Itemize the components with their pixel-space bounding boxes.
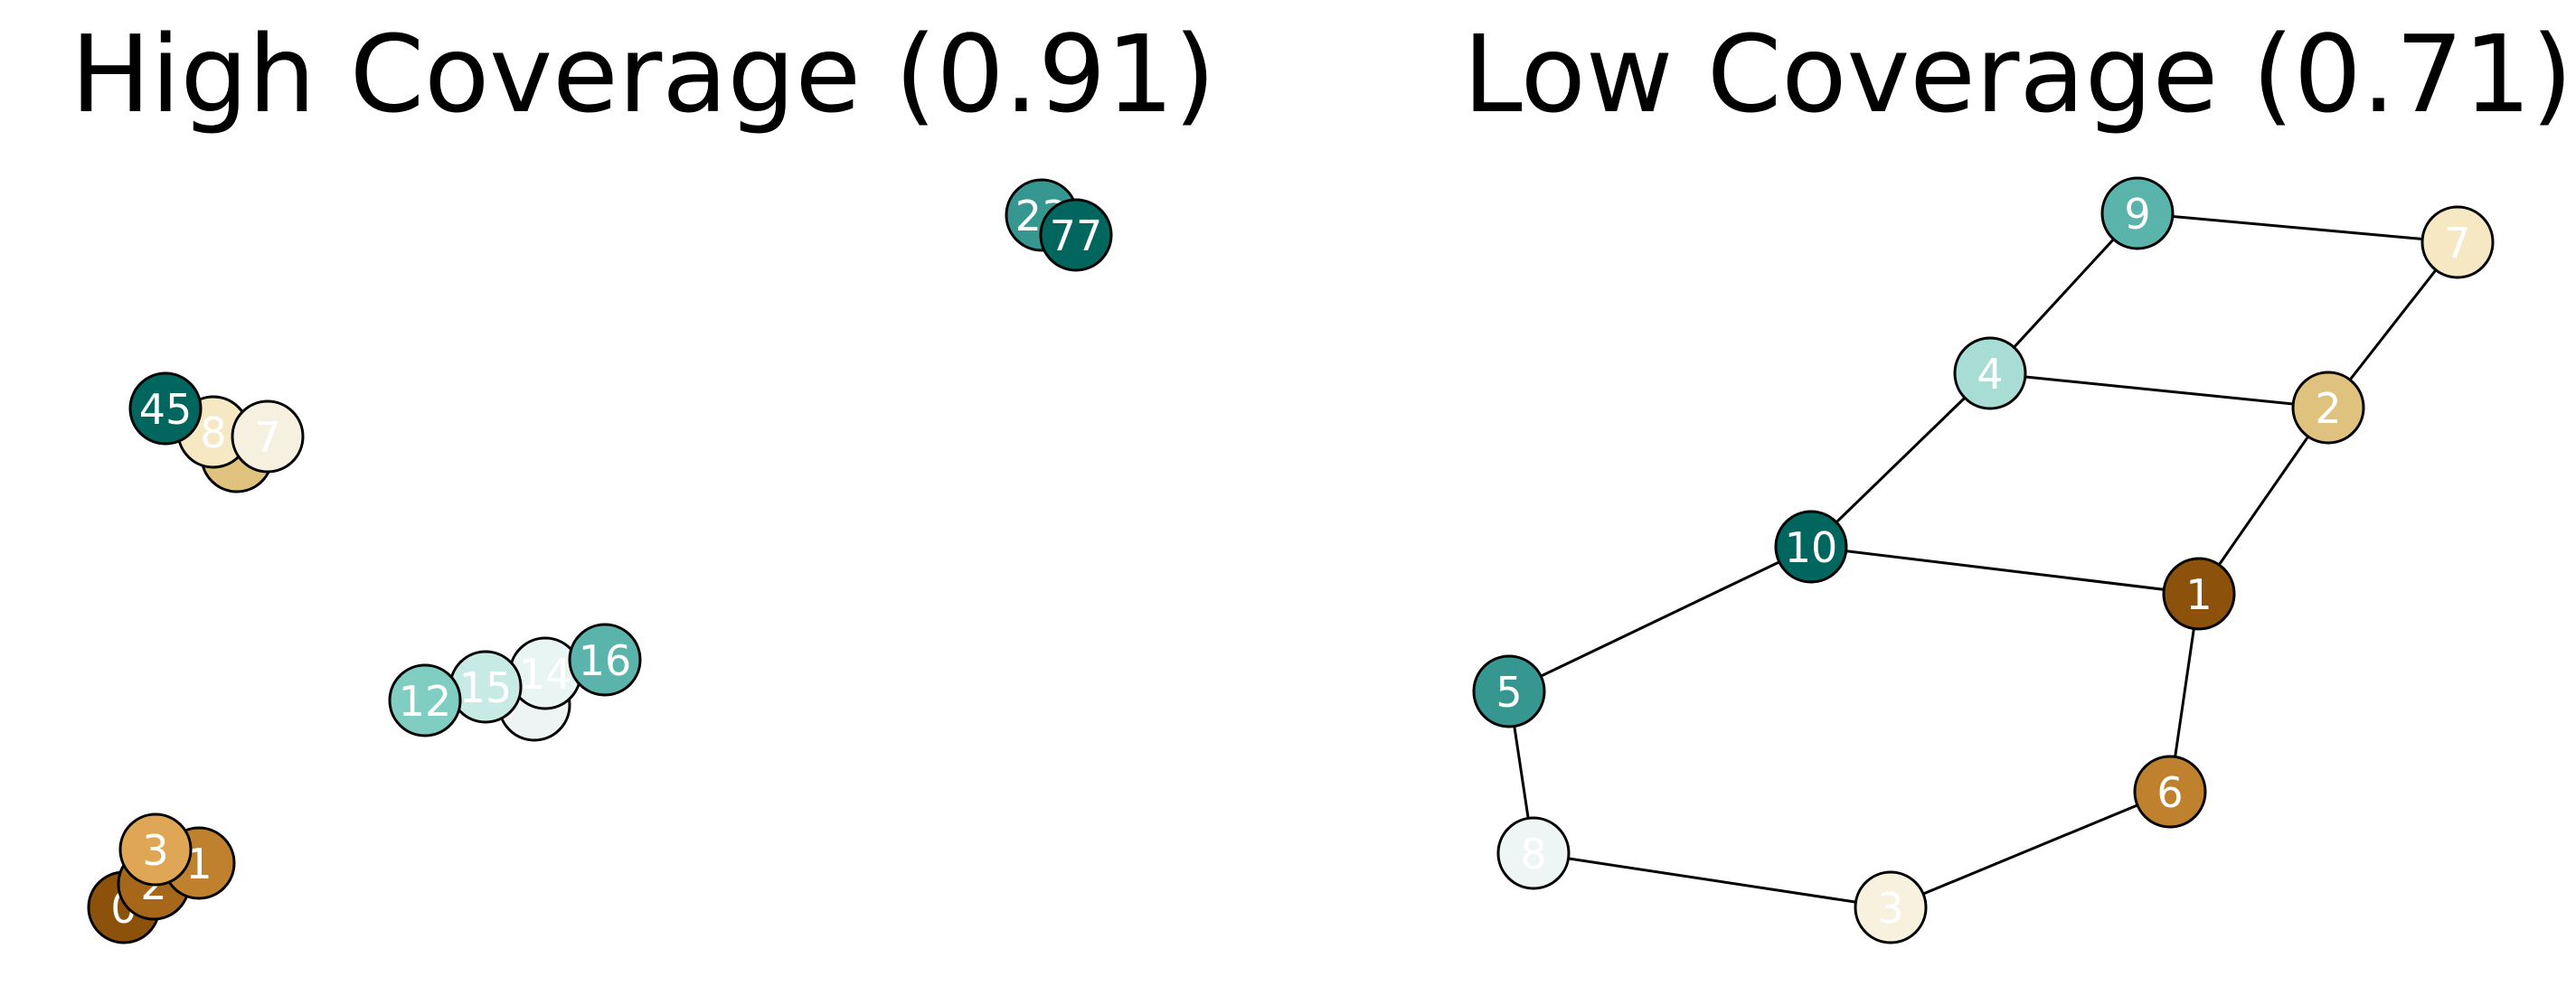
graph-node: 2	[2291, 371, 2365, 445]
node-circle	[128, 371, 203, 446]
node-label: 16	[579, 636, 632, 685]
node-label: 8	[1520, 830, 1546, 878]
graph-node: 9	[2100, 176, 2175, 250]
graph-edge	[1533, 851, 1892, 909]
node-circle	[2291, 371, 2365, 445]
graph-node: 8	[1496, 816, 1571, 890]
node-label: 12	[399, 677, 452, 726]
graph-edge	[2137, 211, 2458, 244]
node-circle	[118, 812, 193, 887]
node-label: 3	[142, 826, 168, 875]
panel-title-low-coverage: Low Coverage (0.71)	[1463, 12, 2573, 136]
node-label: 3	[1877, 884, 1903, 933]
low-coverage-graph: 9 7 4 2 10 1 5 6 8 3	[1472, 176, 2495, 944]
graph-node: 3	[118, 812, 193, 887]
node-circle	[388, 663, 462, 737]
node-circle	[1953, 336, 2027, 410]
node-label: 8	[200, 409, 226, 457]
graph-node: 77	[1039, 198, 1113, 272]
panel-title-high-coverage: High Coverage (0.91)	[71, 12, 1216, 136]
graph-node: 5	[1472, 654, 1546, 728]
node-circle	[231, 399, 305, 474]
node-circle	[2100, 176, 2175, 250]
graph-node: 14	[508, 636, 582, 710]
node-label: 6	[2156, 768, 2183, 817]
graph-node: 15	[448, 650, 523, 724]
graph-node: 3	[1854, 870, 1928, 944]
node-label: 77	[1050, 211, 1103, 260]
graph-edge	[1810, 545, 2200, 596]
node-label: 5	[1496, 668, 1522, 717]
graph-node: 12	[388, 663, 462, 737]
node-circle	[568, 623, 642, 697]
node-circle	[2420, 205, 2495, 279]
high-coverage-graph: 23778745141615120213	[87, 178, 1113, 944]
graph-node: 4	[1953, 336, 2027, 410]
node-label: 10	[1785, 523, 1838, 572]
node-label: 15	[459, 663, 513, 712]
node-circle	[1496, 816, 1571, 890]
graph-edge	[1809, 371, 1992, 549]
node-label: 7	[254, 413, 280, 462]
node-label: 9	[2124, 190, 2150, 239]
node-label: 2	[2315, 384, 2341, 433]
node-label: 1	[2185, 570, 2212, 619]
graph-node: 45	[128, 371, 203, 446]
node-circle	[1854, 870, 1928, 944]
node-label: 4	[1977, 350, 2003, 399]
graph-edge	[2197, 407, 2330, 595]
node-circle	[2133, 755, 2207, 829]
graph-node: 7	[2420, 205, 2495, 279]
graph-node: 6	[2133, 755, 2207, 829]
graph-node: 16	[568, 623, 642, 697]
node-circle	[1039, 198, 1113, 272]
node-circle	[1774, 510, 1848, 584]
graph-edge	[1890, 790, 2171, 909]
node-label: 7	[2444, 219, 2470, 268]
node-label: 45	[139, 385, 193, 434]
graph-node: 10	[1774, 510, 1848, 584]
node-circle	[1472, 654, 1546, 728]
graph-node: 1	[2162, 557, 2236, 631]
node-circle	[2162, 557, 2236, 631]
graph-edge	[1989, 371, 2329, 409]
graph-node: 7	[231, 399, 305, 474]
node-label: 14	[519, 650, 572, 699]
graph-edge	[1508, 545, 1812, 693]
